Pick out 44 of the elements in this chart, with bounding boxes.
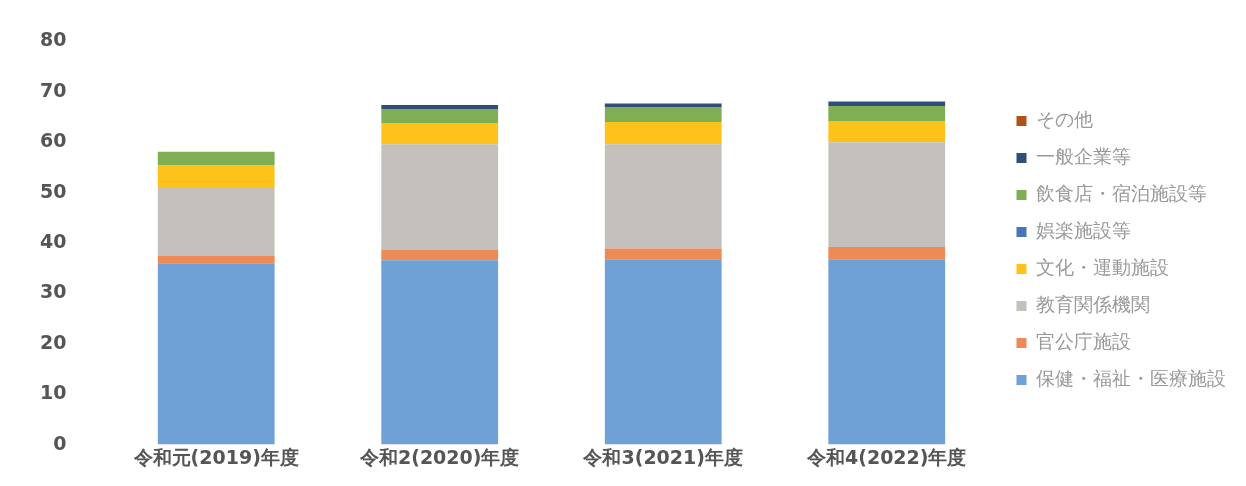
y-tick-label: 80 [39,28,67,51]
legend-label: 保健・福祉・医療施設 [1036,366,1226,389]
y-tick-label: 60 [39,129,67,152]
bar [157,263,275,445]
bar [381,108,499,124]
bar [157,187,275,257]
bar [381,144,499,250]
legend-label: その他 [1036,107,1093,130]
bar [157,164,275,188]
bar [604,144,722,249]
x-tick-label: 令和4(2022)年度 [806,445,967,468]
y-tick-label: 0 [53,431,67,454]
x-tick-label: 令和3(2021)年度 [582,445,743,468]
bar [604,259,722,445]
bar [828,259,946,445]
legend-label: 飲食店・宿泊施設等 [1036,181,1207,204]
y-tick-label: 40 [39,229,67,252]
y-tick-label: 20 [39,330,67,353]
legend-label: 娯楽施設等 [1036,218,1131,241]
bar [604,103,722,107]
bar [604,106,722,123]
bar [828,101,946,106]
bar [604,122,722,145]
bar [381,260,499,445]
bar [157,151,275,165]
y-tick-label: 30 [39,280,67,303]
legend-label: 文化・運動施設 [1036,255,1169,278]
bar [381,249,499,261]
bar [157,256,275,264]
legend-label: 官公庁施設 [1036,329,1131,352]
bar [381,104,499,109]
y-tick-label: 70 [39,78,67,101]
bar [828,105,946,122]
x-tick-label: 令和2(2020)年度 [358,445,520,468]
bar [828,142,946,248]
legend-label: 教育関係機関 [1036,292,1150,315]
bar [604,248,722,260]
x-tick-label: 令和元(2019)年度 [132,445,299,468]
legend-label: 一般企業等 [1036,144,1131,167]
bar [828,247,946,260]
y-tick-label: 50 [39,179,67,202]
bar [381,123,499,145]
y-tick-label: 10 [39,381,67,404]
bar [828,121,946,143]
